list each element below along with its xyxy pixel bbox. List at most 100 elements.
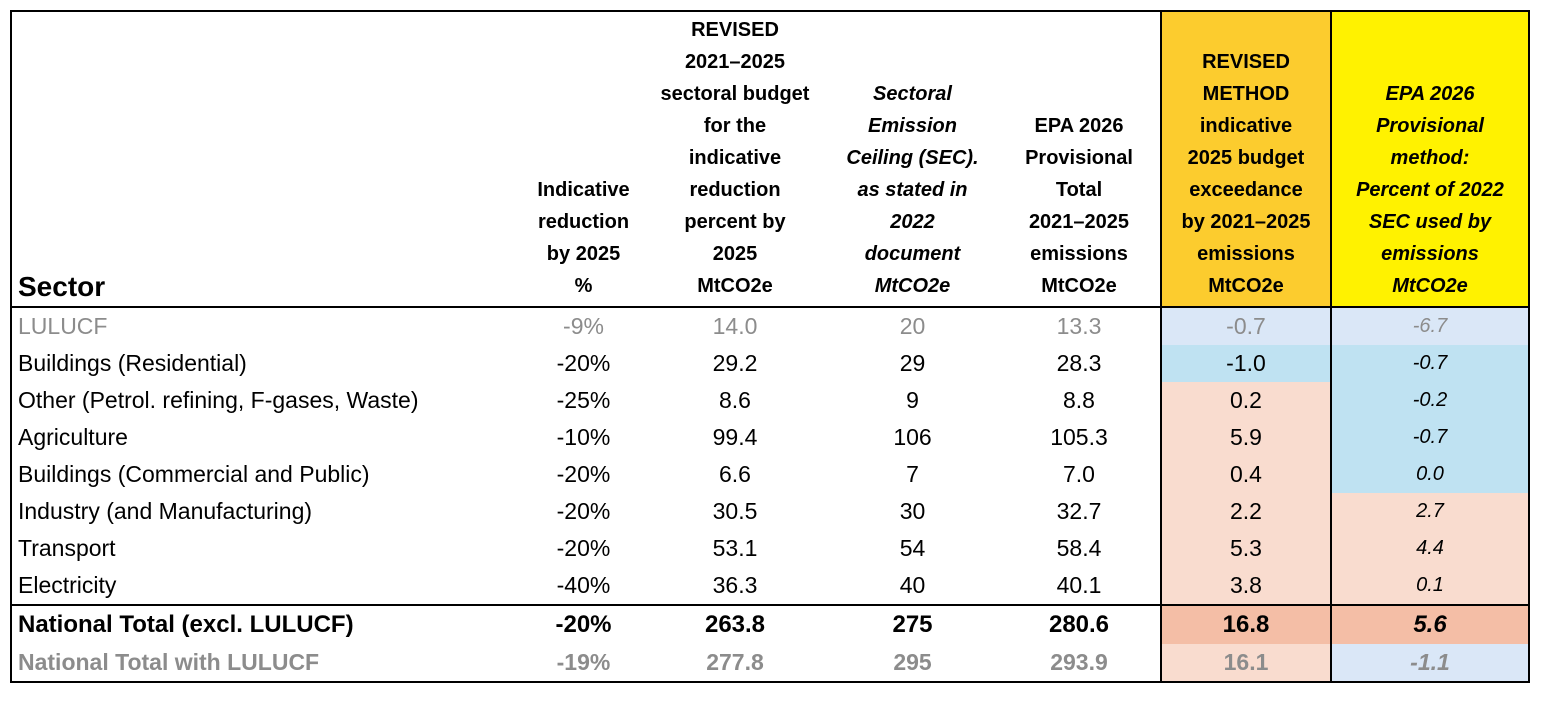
reduction-cell: -20% <box>556 498 611 524</box>
sector-name: Buildings (Residential) <box>18 350 247 376</box>
table-row: Agriculture -10% 99.4 106 105.3 5.9 -0.7 <box>11 419 1529 456</box>
epa-total-cell: 280.6 <box>998 604 1161 644</box>
epa-total-cell: 105.3 <box>1050 424 1108 450</box>
header-line: as stated in <box>857 179 968 201</box>
sec-cell: 9 <box>906 387 919 413</box>
sector-name: Other (Petrol. refining, F-gases, Waste) <box>18 387 419 413</box>
reduction-cell: -25% <box>556 387 611 413</box>
epa-total-cell: 58.4 <box>1056 535 1102 561</box>
header-line: 2021–2025 <box>684 51 786 73</box>
table-row: Other (Petrol. refining, F-gases, Waste)… <box>11 382 1529 419</box>
revised-budget-cell: 99.4 <box>712 424 758 450</box>
header-line: reduction <box>689 179 781 201</box>
sector-name: Electricity <box>18 572 117 598</box>
sector-emissions-table: Sector Indicative reduction by 2025% REVIS… <box>10 10 1530 683</box>
sec-cell: 29 <box>899 350 926 376</box>
header-sectoral-emission-ceiling: Sectoral Emission Ceiling (SEC). as stated … <box>827 11 998 307</box>
header-line: indicative <box>688 147 782 169</box>
table-row: Transport -20% 53.1 54 58.4 5.3 4.4 <box>11 530 1529 567</box>
table-row: Buildings (Commercial and Public) -20% 6… <box>11 456 1529 493</box>
provisional-pct-cell: 0.1 <box>1330 567 1529 605</box>
header-line: Sectoral <box>873 83 952 105</box>
revised-exceedance-cell: -0.7 <box>1160 306 1331 345</box>
revised-exceedance-cell: 5.9 <box>1160 419 1331 456</box>
reduction-cell: -20% <box>524 604 643 644</box>
provisional-pct-cell: -0.7 <box>1330 419 1529 456</box>
provisional-pct-cell: 4.4 <box>1330 530 1529 567</box>
header-indicative-reduction: Indicative reduction by 2025% <box>524 11 643 307</box>
revised-exceedance-cell: 5.3 <box>1160 530 1331 567</box>
header-line: by 2021–2025 <box>1181 211 1311 233</box>
sec-cell: 7 <box>906 461 919 487</box>
sec-cell: 275 <box>827 604 998 644</box>
epa-total-cell: 8.8 <box>1063 387 1095 413</box>
header-revised-budget: REVISED 2021–2025 sectoral budget for the in… <box>643 11 827 307</box>
header-line: Total <box>1055 179 1103 201</box>
sector-name: National Total (excl. LULUCF) <box>11 604 524 644</box>
reduction-cell: -9% <box>524 306 643 345</box>
provisional-pct-cell: -0.7 <box>1330 345 1529 382</box>
header-epa-provisional-method: EPA 2026 Provisional method: Percent of 202… <box>1330 11 1529 307</box>
revised-budget-cell: 30.5 <box>712 498 758 524</box>
sec-cell: 54 <box>899 535 926 561</box>
provisional-pct-cell: 0.0 <box>1330 456 1529 493</box>
header-row: Sector Indicative reduction by 2025% REVIS… <box>11 11 1529 307</box>
reduction-cell: -20% <box>556 350 611 376</box>
table-row: Buildings (Residential) -20% 29.2 29 28.… <box>11 345 1529 382</box>
reduction-cell: -10% <box>556 424 611 450</box>
provisional-pct-cell: 2.7 <box>1330 493 1529 530</box>
header-line: Provisional <box>1376 115 1484 137</box>
provisional-pct-cell: -0.2 <box>1330 382 1529 419</box>
sec-cell: 106 <box>893 424 932 450</box>
header-line: REVISED <box>691 19 779 41</box>
provisional-pct-cell: 5.6 <box>1330 604 1529 644</box>
header-revised-method-exceedance: REVISED METHOD indicative 2025 budget exceed… <box>1160 11 1331 307</box>
sector-name: National Total with LULUCF <box>18 649 320 675</box>
revised-budget-cell: 14.0 <box>643 306 827 345</box>
table-row: Electricity -40% 36.3 40 40.1 3.8 0.1 <box>11 567 1529 605</box>
header-sector: Sector <box>18 271 106 302</box>
table-row: Industry (and Manufacturing) -20% 30.5 3… <box>11 493 1529 530</box>
revised-exceedance-cell: 0.2 <box>1160 382 1331 419</box>
provisional-pct-cell: -1.1 <box>1330 644 1529 682</box>
revised-budget-cell: 6.6 <box>719 461 751 487</box>
header-line: 2025 <box>712 243 758 265</box>
header-line: exceedance <box>1189 179 1303 201</box>
revised-budget-cell: 263.8 <box>643 604 827 644</box>
header-line: EPA 2026 <box>1034 115 1124 137</box>
header-epa-provisional-total: EPA 2026 Provisional Total 2021–2025 emissio… <box>998 11 1161 307</box>
header-line: reduction <box>537 211 630 233</box>
header-line: for the <box>703 115 767 137</box>
reduction-cell: -20% <box>556 535 611 561</box>
header-line: MtCO2e <box>697 275 773 297</box>
header-line: emissions <box>1381 243 1479 265</box>
header-line: METHOD <box>1202 83 1290 105</box>
epa-total-cell: 40.1 <box>1056 572 1102 598</box>
header-line: by 2025 <box>546 243 621 265</box>
epa-total-cell: 32.7 <box>1056 498 1102 524</box>
header-line: document <box>864 243 961 265</box>
sec-cell: 40 <box>899 572 926 598</box>
header-line: Percent of 2022 <box>1356 179 1504 201</box>
revised-budget-cell: 277.8 <box>706 649 764 675</box>
provisional-pct-cell: -6.7 <box>1330 306 1529 345</box>
reduction-cell: -20% <box>556 461 611 487</box>
header-line: percent by <box>684 211 786 233</box>
header-line: 2022 <box>890 211 935 233</box>
epa-total-cell: 28.3 <box>1056 350 1102 376</box>
revised-exceedance-cell: 16.1 <box>1160 644 1331 682</box>
sector-name: Industry (and Manufacturing) <box>18 498 313 524</box>
revised-budget-cell: 36.3 <box>712 572 758 598</box>
sector-name: Agriculture <box>18 424 128 450</box>
national-total-with-lulucf-row: National Total with LULUCF -19% 277.8 29… <box>11 644 1529 682</box>
header-line: MtCO2e <box>874 275 951 297</box>
sec-cell: 20 <box>827 306 998 345</box>
epa-total-cell: 7.0 <box>1063 461 1095 487</box>
header-line: 2025 budget <box>1187 147 1305 169</box>
header-line: method: <box>1390 147 1470 169</box>
header-line: Ceiling (SEC). <box>846 147 979 169</box>
revised-exceedance-cell: -1.0 <box>1160 345 1331 382</box>
header-line: 2021–2025 <box>1028 211 1130 233</box>
header-line: Provisional <box>1025 147 1133 169</box>
header-line: sectoral budget <box>660 83 810 105</box>
